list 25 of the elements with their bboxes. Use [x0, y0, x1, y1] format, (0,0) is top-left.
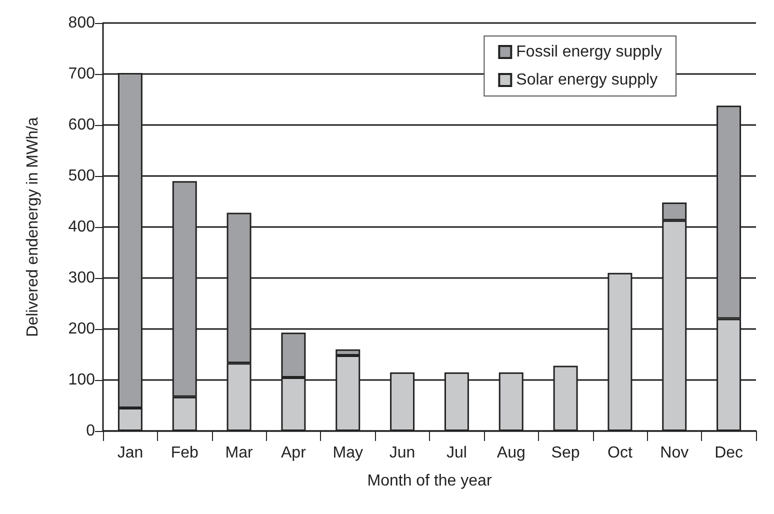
y-tick-label: 100	[68, 372, 96, 388]
x-tick-label: Oct	[608, 444, 633, 462]
y-tick-label: 800	[68, 14, 96, 32]
y-tick-label: 600	[68, 116, 96, 134]
x-tick-label: Sep	[551, 444, 580, 462]
x-tick-label: Jul	[446, 444, 467, 462]
y-axis-title: Delivered endenergy in MWh/a	[24, 117, 42, 337]
y-tick-label: 400	[68, 218, 96, 236]
y-tick-label: 700	[68, 66, 96, 82]
x-tick-label: Mar	[225, 444, 254, 462]
y-tick-label: 300	[68, 270, 96, 286]
y-tick-label: 200	[68, 320, 96, 338]
legend-label: Solar energy supply	[516, 72, 658, 88]
x-tick-label: May	[332, 444, 363, 462]
x-axis-title: Month of the year	[367, 472, 492, 490]
y-tick-label: 500	[68, 168, 96, 184]
x-tick-label: Jun	[389, 444, 416, 462]
y-tick-label: 0	[86, 422, 96, 440]
x-tick-label: Dec	[714, 444, 744, 462]
legend-label: Fossil energy supply	[516, 44, 662, 60]
x-tick-label: Feb	[170, 444, 199, 462]
x-tick-label: Apr	[281, 444, 307, 462]
x-tick-label: Aug	[496, 444, 526, 462]
x-tick-label: Nov	[660, 444, 689, 462]
x-tick-label: Jan	[117, 444, 144, 462]
